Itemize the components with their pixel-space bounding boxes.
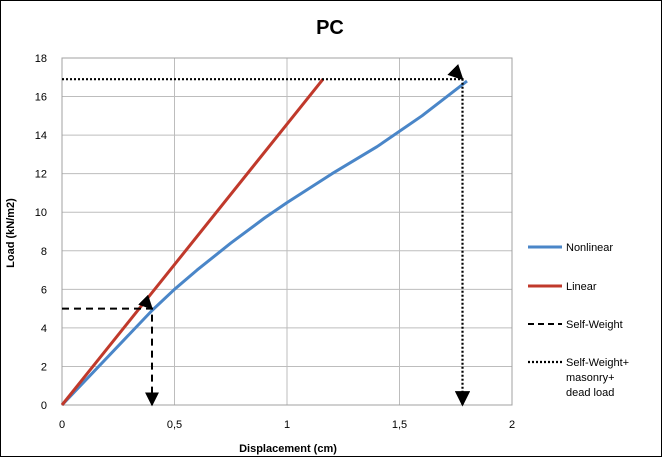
x-tick-label: 1,5 (392, 419, 407, 431)
y-tick-label: 12 (35, 169, 47, 181)
y-tick-label: 8 (41, 246, 47, 258)
legend-label: Self-Weight+ (566, 357, 629, 369)
legend-label: masonry+ (566, 372, 615, 384)
series-line (62, 63, 471, 407)
y-tick-label: 2 (41, 361, 47, 373)
x-axis-label: Displacement (cm) (239, 443, 337, 455)
y-tick-label: 18 (35, 53, 47, 65)
y-tick-label: 0 (41, 400, 47, 412)
series-line (62, 294, 159, 407)
legend-label: Linear (566, 281, 597, 293)
x-axis-ticks: 0 0,5 1 1,5 2 (59, 419, 515, 431)
y-axis-ticks: 0 2 4 6 8 10 12 14 16 18 (35, 53, 47, 412)
y-tick-label: 4 (41, 323, 47, 335)
y-axis-label: Load (kN/m2) (5, 198, 17, 268)
y-tick-label: 16 (35, 92, 47, 104)
chart-title: PC (316, 17, 344, 39)
series-line (60, 79, 468, 407)
x-tick-label: 0 (59, 419, 65, 431)
series-layer (60, 63, 471, 407)
plot-area-border (61, 57, 513, 406)
y-tick-label: 14 (35, 130, 47, 142)
grid (61, 57, 513, 406)
series-line (60, 78, 325, 406)
x-tick-label: 2 (509, 419, 515, 431)
legend-label: Self-Weight (566, 319, 623, 331)
legend-label: Nonlinear (566, 242, 613, 254)
legend-label: dead load (566, 387, 614, 399)
x-tick-label: 0,5 (167, 419, 182, 431)
y-tick-label: 10 (35, 207, 47, 219)
legend: Nonlinear Linear Self-Weight Self-Weight+ ma… (528, 242, 629, 399)
y-tick-label: 6 (41, 284, 47, 296)
x-tick-label: 1 (284, 419, 290, 431)
